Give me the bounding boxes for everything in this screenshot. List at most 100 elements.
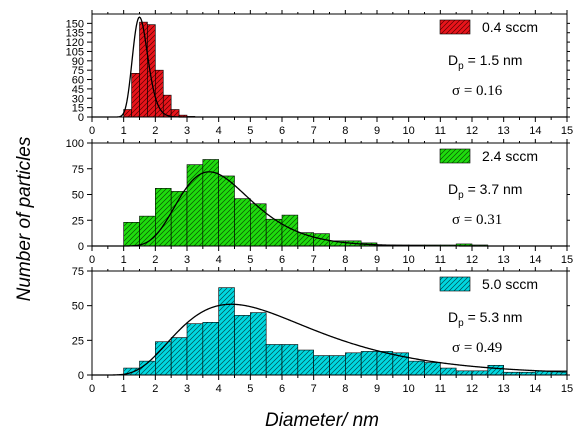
y-tick-label: 50 xyxy=(72,190,84,202)
sigma-label: σ = 0.16 xyxy=(452,83,503,99)
y-tick-label: 100 xyxy=(66,138,84,150)
histogram-bar xyxy=(313,355,330,376)
histogram-bar xyxy=(131,73,140,118)
y-tick-label: 25 xyxy=(72,335,84,347)
x-tick-label: 15 xyxy=(561,254,573,266)
x-tick-label: 5 xyxy=(247,125,253,137)
mean-diameter-label: Dp = 1.5 nm xyxy=(448,52,522,72)
y-tick-label: 120 xyxy=(66,37,84,49)
histogram-bar xyxy=(123,222,140,247)
mean-diameter-label: Dp = 5.3 nm xyxy=(448,309,522,329)
y-tick-label: 150 xyxy=(66,18,84,30)
histogram-bar xyxy=(218,287,235,376)
x-tick-label: 0 xyxy=(89,254,95,266)
x-tick-label: 1 xyxy=(121,254,127,266)
x-tick-label: 4 xyxy=(216,125,222,137)
histogram-bar xyxy=(376,351,394,376)
x-tick-label: 12 xyxy=(466,254,478,266)
mean-diameter-label: Dp = 3.7 nm xyxy=(448,181,522,201)
x-tick-label: 11 xyxy=(435,383,446,395)
x-tick-label: 9 xyxy=(374,383,380,395)
x-tick-label: 3 xyxy=(184,125,190,137)
histogram-bar xyxy=(218,175,235,247)
x-tick-label: 10 xyxy=(403,383,415,395)
histogram-bar xyxy=(250,312,267,376)
x-tick-label: 7 xyxy=(311,254,317,266)
y-tick-label: 105 xyxy=(66,46,84,58)
x-tick-label: 3 xyxy=(184,254,190,266)
y-tick-label: 90 xyxy=(72,56,84,68)
legend-swatch xyxy=(439,148,471,164)
histogram-bar xyxy=(139,21,148,118)
x-tick-label: 5 xyxy=(247,254,253,266)
y-tick-label: 15 xyxy=(72,103,84,115)
histogram-bar xyxy=(471,370,489,376)
y-tick-label: 0 xyxy=(78,370,84,382)
histogram-bar xyxy=(297,349,314,376)
y-tick-label: 60 xyxy=(72,75,84,87)
legend-label: 5.0 sccm xyxy=(482,276,538,292)
x-tick-label: 14 xyxy=(529,383,541,395)
y-tick-label: 75 xyxy=(72,164,84,176)
y-tick-label: 75 xyxy=(72,65,84,77)
x-tick-label: 10 xyxy=(403,125,415,137)
panel-1: 0 1 2 3 4 5 6 7 8 9 10 11 12 13 14 15015304560759010512… xyxy=(66,10,573,137)
lognormal-fit-curve xyxy=(92,303,568,376)
x-tick-label: 12 xyxy=(466,125,478,137)
x-tick-label: 4 xyxy=(216,254,222,266)
x-tick-label: 4 xyxy=(216,383,222,395)
x-tick-label: 15 xyxy=(561,383,573,395)
histogram-bar xyxy=(345,352,362,376)
histogram-bar xyxy=(234,198,251,247)
x-tick-label: 10 xyxy=(403,254,415,266)
x-tick-label: 2 xyxy=(152,383,158,395)
histogram-bar xyxy=(424,362,441,376)
histogram-bar xyxy=(455,370,473,376)
x-tick-label: 3 xyxy=(184,383,190,395)
legend-label: 0.4 sccm xyxy=(482,19,538,35)
sigma-label: σ = 0.49 xyxy=(452,340,502,356)
histogram-bar xyxy=(202,322,219,376)
x-tick-label: 6 xyxy=(279,383,285,395)
histogram-bar xyxy=(281,344,299,376)
histogram-bar xyxy=(329,355,346,376)
histogram-bar xyxy=(250,203,267,247)
y-tick-label: 0 xyxy=(78,112,84,124)
x-tick-label: 8 xyxy=(342,254,348,266)
y-axis-label: Number of particles xyxy=(14,136,35,301)
x-tick-label: 8 xyxy=(342,383,348,395)
x-tick-label: 6 xyxy=(279,125,285,137)
x-tick-label: 9 xyxy=(374,254,380,266)
x-tick-label: 11 xyxy=(435,254,446,266)
histogram-bar xyxy=(170,337,188,376)
x-tick-label: 13 xyxy=(498,125,510,137)
histogram-bar xyxy=(408,360,425,376)
y-tick-label: 0 xyxy=(78,241,84,253)
y-tick-label: 75 xyxy=(72,266,84,278)
x-tick-label: 7 xyxy=(311,383,317,395)
x-tick-label: 13 xyxy=(498,383,510,395)
histogram-bar xyxy=(360,351,378,376)
legend-label: 2.4 sccm xyxy=(482,148,538,164)
x-tick-label: 8 xyxy=(342,125,348,137)
histogram-bar xyxy=(487,364,504,376)
histogram-bar xyxy=(440,367,457,376)
y-tick-label: 25 xyxy=(72,215,84,227)
y-tick-label: 30 xyxy=(72,93,84,105)
x-tick-label: 0 xyxy=(89,383,95,395)
x-axis-label: Diameter/ nm xyxy=(265,410,379,431)
x-tick-label: 7 xyxy=(311,125,317,137)
x-tick-label: 5 xyxy=(247,383,253,395)
y-tick-label: 50 xyxy=(72,301,84,313)
legend-swatch xyxy=(439,276,471,292)
x-tick-label: 15 xyxy=(561,125,573,137)
x-tick-label: 1 xyxy=(121,125,127,137)
x-tick-label: 2 xyxy=(152,125,158,137)
x-tick-label: 12 xyxy=(466,383,478,395)
x-tick-label: 13 xyxy=(498,254,510,266)
legend-swatch xyxy=(439,19,471,35)
histogram-bar xyxy=(186,164,204,247)
